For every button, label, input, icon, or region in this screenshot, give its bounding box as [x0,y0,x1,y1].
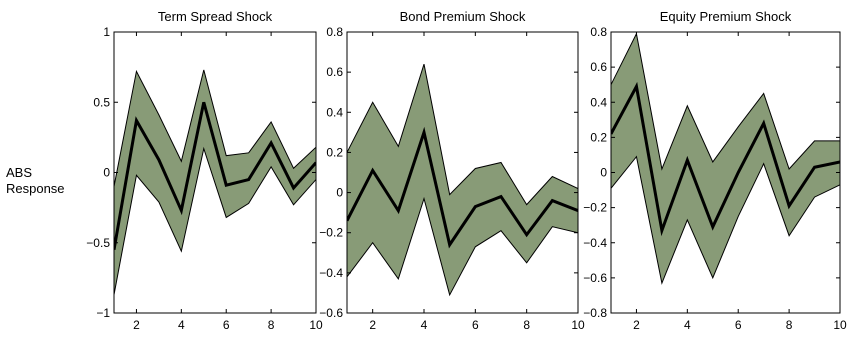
y-tick-label: −1 [96,306,110,320]
confidence-band [611,33,840,284]
confidence-band [347,64,578,295]
y-tick-label: 0.8 [590,25,607,39]
x-tick-label: 4 [178,318,185,332]
chart-panel-2: −0.6 −0.4 −0.2 0 0.2 0.4 0.6 0.8 2 4 6 8 10 Bond Prem… [319,9,585,332]
x-tick-label: 8 [786,318,793,332]
y-tick-label: −0.4 [583,236,607,250]
y-tick-label: 0.4 [590,95,607,109]
chart-panel-3: −0.8 −0.6 −0.4 −0.2 0 0.2 0.4 0.6 0.8 2 4 6 8 10 Equit… [583,9,847,332]
y-tick-label: 0 [600,166,607,180]
x-tick-label: 2 [369,318,376,332]
x-tick-label: 2 [133,318,140,332]
chart-panel-1: −1 −0.5 0 0.5 1 2 4 6 8 10 Term Spread Shock [86,9,323,332]
y-tick-label: 0.4 [326,105,343,119]
x-tick-label: 6 [472,318,479,332]
y-tick-label: 0.6 [590,60,607,74]
y-tick-label: 0.6 [326,65,343,79]
x-tick-label: 6 [735,318,742,332]
y-tick-label: 0.8 [326,25,343,39]
x-tick-label: 6 [223,318,230,332]
y-tick-label: 0 [336,186,343,200]
y-axis-label-line2: Response [6,181,65,196]
y-tick-label: −0.6 [319,306,343,320]
y-tick-label: −0.6 [583,271,607,285]
lower-bound-line [347,196,578,297]
y-tick-label: −0.8 [583,306,607,320]
y-axis-label: ABS Response [6,165,65,197]
x-tick-label: 4 [421,318,428,332]
x-tick-label: 8 [268,318,275,332]
y-tick-label: −0.4 [319,266,343,280]
upper-bound-line [114,69,316,187]
x-tick-label: 10 [833,318,847,332]
median-response-line [611,81,840,237]
lower-bound-line [611,155,840,285]
y-tick-label: 0.2 [326,145,343,159]
chart-title: Term Spread Shock [158,9,273,24]
lower-bound-line [114,146,316,295]
y-tick-label: −0.5 [86,236,110,250]
chart-title: Bond Premium Shock [400,9,526,24]
upper-bound-line [611,32,840,171]
x-tick-label: 10 [571,318,585,332]
axes-frame [346,31,579,314]
y-tick-label: −0.2 [319,226,343,240]
y-tick-label: 1 [103,25,110,39]
y-tick-label: 0.5 [93,95,110,109]
y-axis-label-line1: ABS [6,165,33,180]
upper-bound-line [347,63,578,206]
chart-title: Equity Premium Shock [660,9,792,24]
x-tick-label: 8 [523,318,530,332]
y-tick-label: 0.2 [590,130,607,144]
x-tick-label: 2 [633,318,640,332]
x-tick-label: 10 [309,318,323,332]
median-response-line [114,101,316,251]
y-tick-label: −0.2 [583,201,607,215]
x-tick-label: 4 [684,318,691,332]
y-tick-label: 0 [103,166,110,180]
median-response-line [347,126,578,249]
